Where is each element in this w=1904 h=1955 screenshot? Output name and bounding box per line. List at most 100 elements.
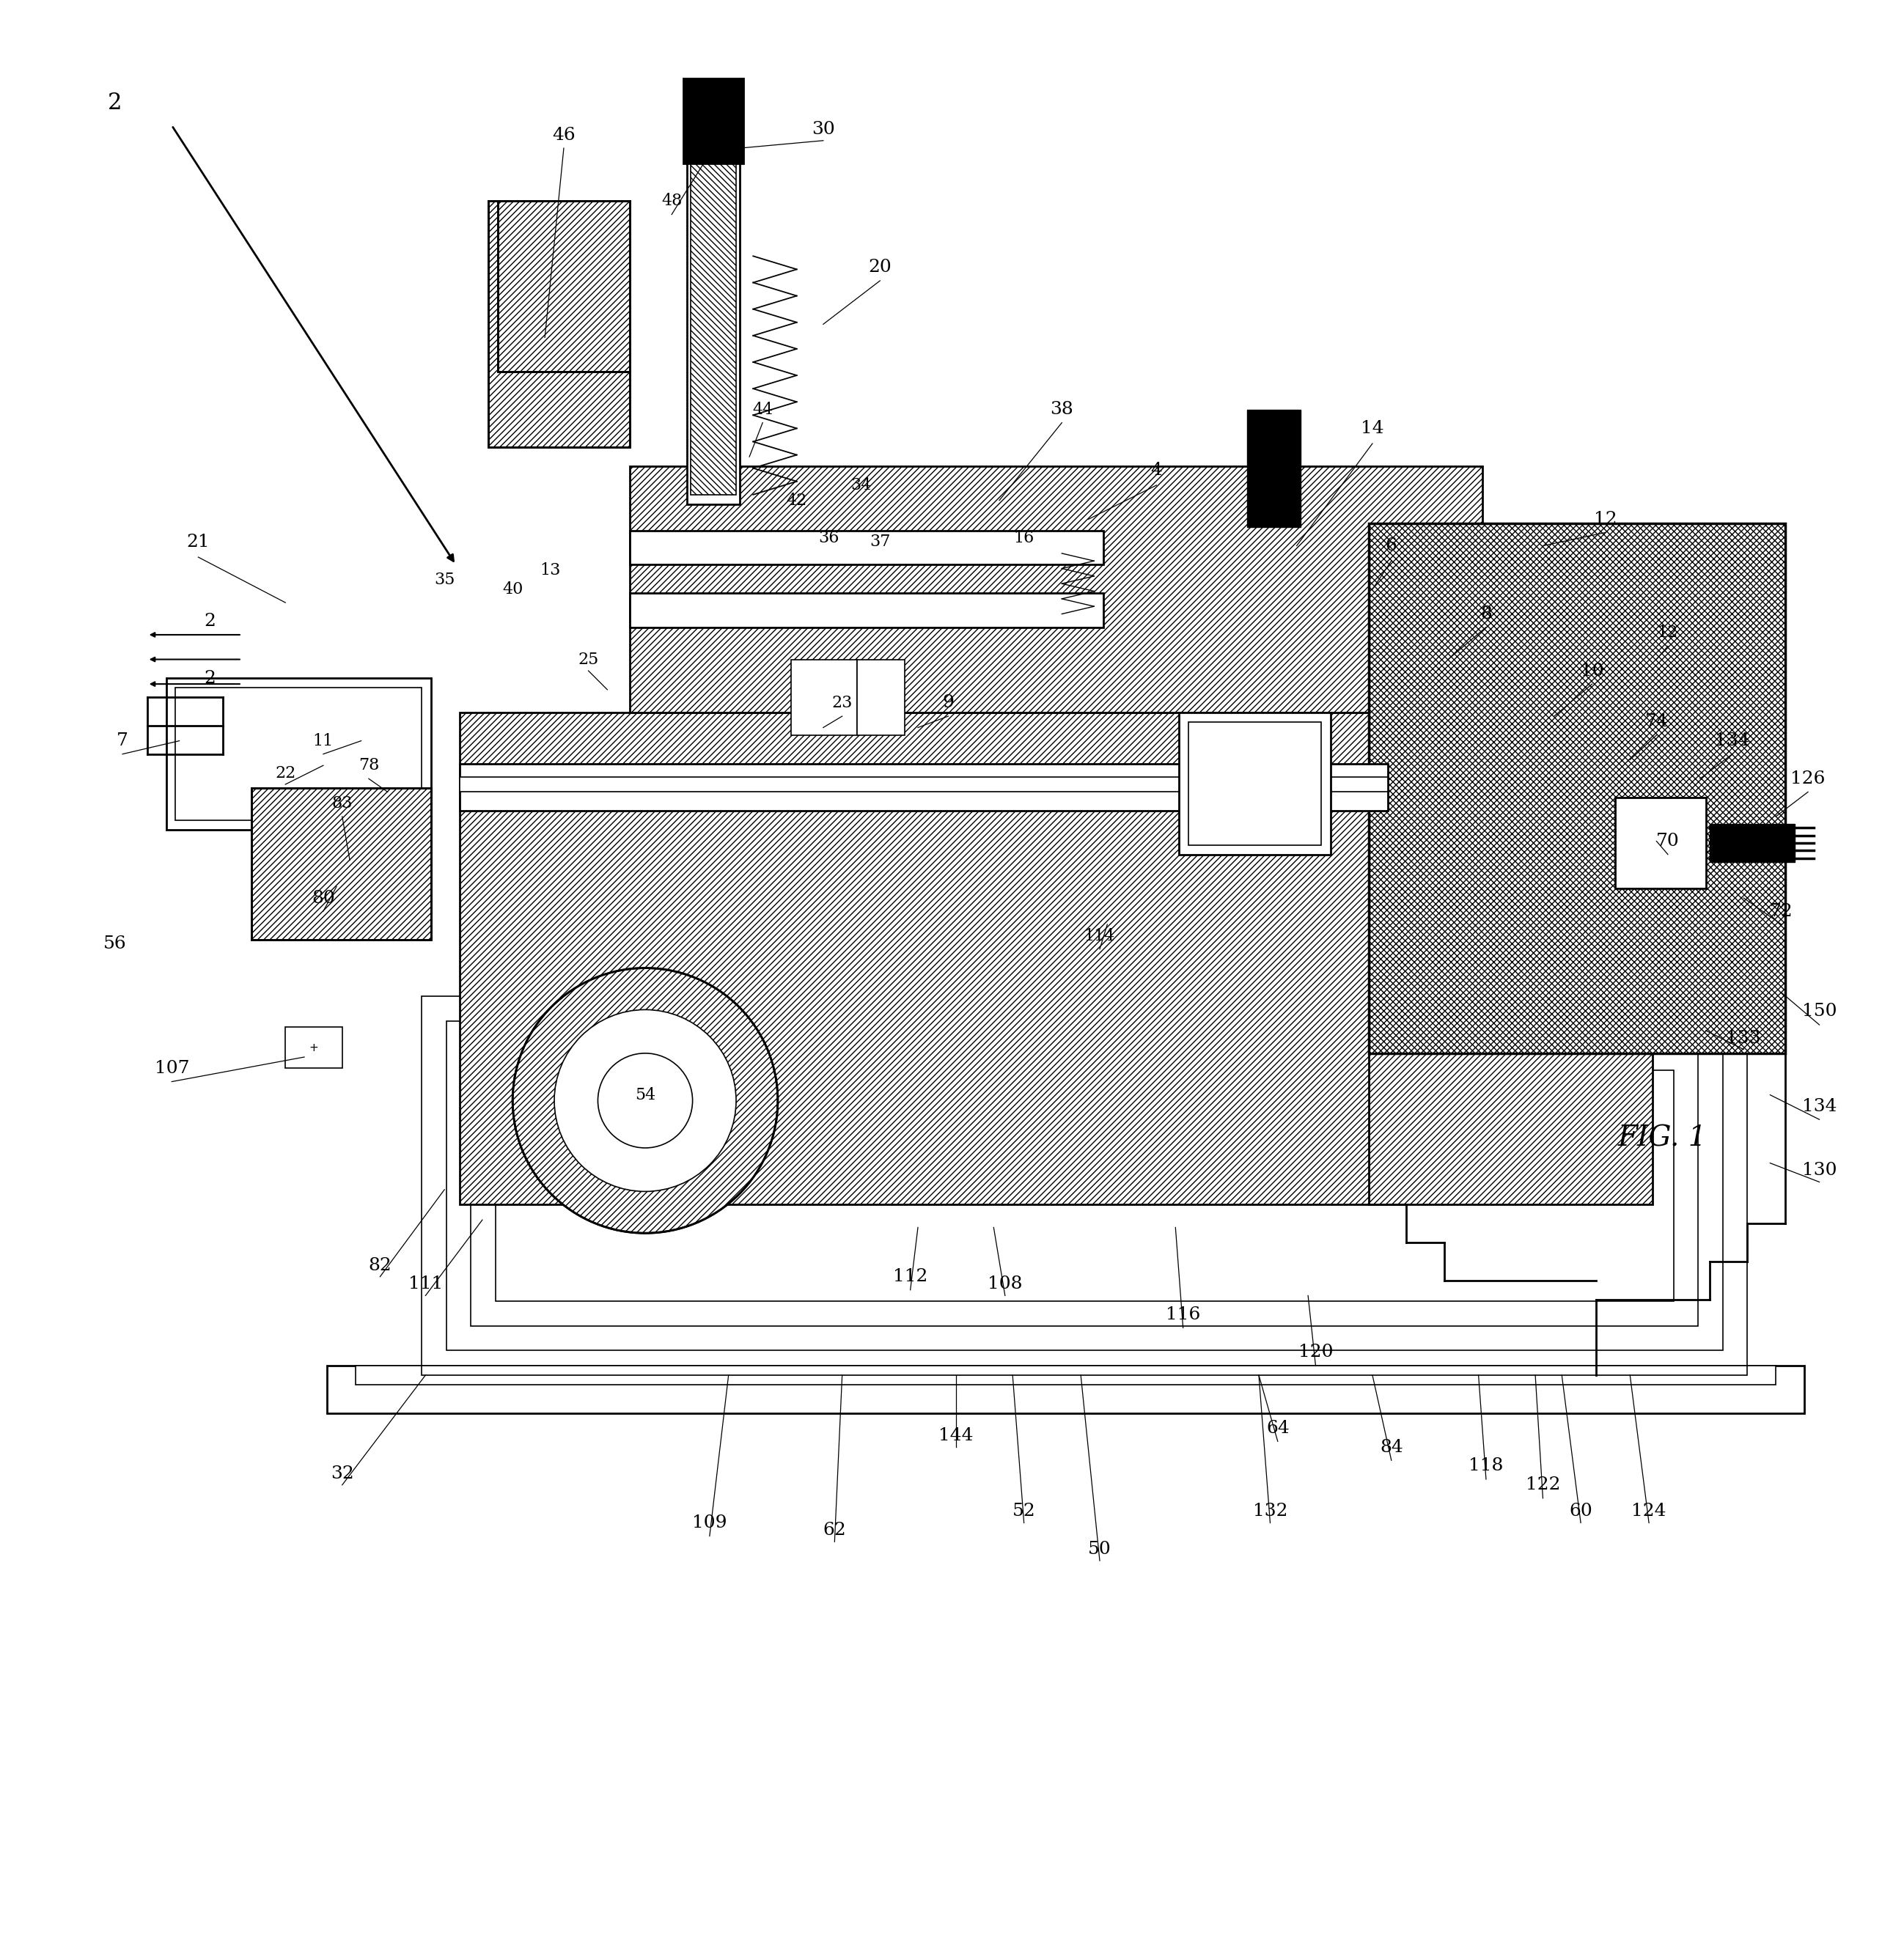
Bar (630, 530, 1104, 565)
Text: FIG. 1: FIG. 1 (1618, 1124, 1706, 1151)
Text: 109: 109 (693, 1515, 727, 1531)
Bar (630, 465, 1483, 712)
Text: 54: 54 (634, 1087, 655, 1103)
Text: 7: 7 (116, 733, 128, 749)
Text: 74: 74 (1645, 714, 1668, 731)
Text: +: + (308, 1042, 318, 1054)
Text: 22: 22 (274, 764, 295, 782)
Text: 21: 21 (187, 534, 209, 551)
Bar (630, 592, 1104, 628)
Bar (1369, 524, 1786, 1054)
Text: 122: 122 (1525, 1476, 1559, 1494)
Bar (790, 659, 857, 735)
Text: 12: 12 (1594, 510, 1616, 528)
Text: 150: 150 (1801, 1003, 1837, 1021)
Bar (421, 997, 1748, 1374)
Text: 13: 13 (541, 563, 562, 579)
Text: 118: 118 (1468, 1458, 1504, 1474)
Text: 124: 124 (1632, 1503, 1666, 1519)
Bar (175, 688, 421, 821)
Bar (1369, 524, 1786, 1054)
Text: 64: 64 (1266, 1419, 1289, 1437)
Text: 34: 34 (851, 477, 872, 493)
Text: 83: 83 (331, 796, 352, 811)
Text: 25: 25 (579, 651, 598, 667)
Text: 56: 56 (103, 934, 126, 952)
Text: 12: 12 (1658, 626, 1677, 641)
Text: 82: 82 (369, 1257, 392, 1275)
Bar (1188, 721, 1321, 845)
Bar (497, 201, 630, 371)
Bar (459, 764, 1388, 811)
Text: 6: 6 (1386, 538, 1398, 553)
Text: 2: 2 (204, 671, 215, 686)
Text: 133: 133 (1727, 1030, 1761, 1046)
Text: 120: 120 (1299, 1343, 1333, 1361)
Text: 134: 134 (1801, 1099, 1837, 1114)
Text: 38: 38 (1051, 401, 1074, 418)
Bar (687, 135, 741, 504)
Text: 80: 80 (312, 890, 335, 907)
Bar (251, 788, 430, 940)
Bar (470, 1046, 1698, 1325)
Text: 84: 84 (1380, 1439, 1403, 1456)
Bar (487, 201, 630, 448)
Text: 30: 30 (811, 121, 834, 137)
Text: 144: 144 (939, 1427, 973, 1445)
Bar (286, 1026, 343, 1067)
Text: 72: 72 (1771, 903, 1794, 919)
Text: 52: 52 (1013, 1503, 1036, 1519)
Text: 126: 126 (1790, 770, 1826, 788)
Text: 132: 132 (1253, 1503, 1287, 1519)
Text: 20: 20 (868, 258, 891, 276)
Text: 111: 111 (407, 1277, 444, 1292)
Text: 36: 36 (819, 530, 840, 545)
Text: 14: 14 (1361, 420, 1384, 436)
Text: 2: 2 (109, 92, 122, 113)
FancyArrow shape (1247, 409, 1300, 526)
Bar (1179, 712, 1331, 854)
Text: 116: 116 (1165, 1306, 1200, 1324)
Text: 10: 10 (1580, 663, 1603, 678)
Text: 16: 16 (1013, 530, 1034, 545)
Text: 112: 112 (893, 1269, 927, 1284)
Bar (495, 1069, 1674, 1302)
Text: 60: 60 (1569, 1503, 1592, 1519)
Bar (459, 776, 1388, 792)
Bar (691, 145, 737, 495)
Text: 42: 42 (786, 493, 807, 508)
Text: 4: 4 (1150, 461, 1161, 479)
Text: 70: 70 (1656, 833, 1679, 850)
Text: 35: 35 (434, 571, 455, 588)
Text: 62: 62 (823, 1523, 845, 1539)
Text: 11: 11 (312, 733, 333, 749)
Text: 107: 107 (154, 1060, 188, 1077)
Bar (327, 1367, 1805, 1413)
Bar (857, 659, 904, 735)
Bar (356, 1367, 1776, 1384)
Bar (1615, 798, 1706, 888)
Circle shape (512, 968, 777, 1234)
Text: 114: 114 (1083, 929, 1116, 944)
Text: 48: 48 (661, 194, 682, 209)
Circle shape (598, 1054, 693, 1148)
Text: 130: 130 (1801, 1161, 1837, 1179)
Text: 2: 2 (204, 614, 215, 630)
Text: 23: 23 (832, 694, 853, 712)
FancyArrow shape (1710, 825, 1795, 862)
Text: 44: 44 (752, 401, 773, 418)
Text: 78: 78 (358, 757, 379, 774)
Text: 46: 46 (552, 127, 575, 143)
Bar (684, 78, 744, 164)
Text: 37: 37 (870, 534, 891, 549)
Text: 40: 40 (503, 581, 524, 598)
Text: 32: 32 (331, 1464, 354, 1482)
Text: 108: 108 (988, 1277, 1022, 1292)
Bar (446, 1021, 1723, 1351)
Circle shape (554, 1009, 737, 1191)
Text: 8: 8 (1479, 606, 1493, 622)
Bar (487, 201, 630, 448)
Text: 50: 50 (1087, 1541, 1112, 1558)
Text: 134: 134 (1716, 733, 1750, 749)
Text: 9: 9 (942, 694, 954, 712)
